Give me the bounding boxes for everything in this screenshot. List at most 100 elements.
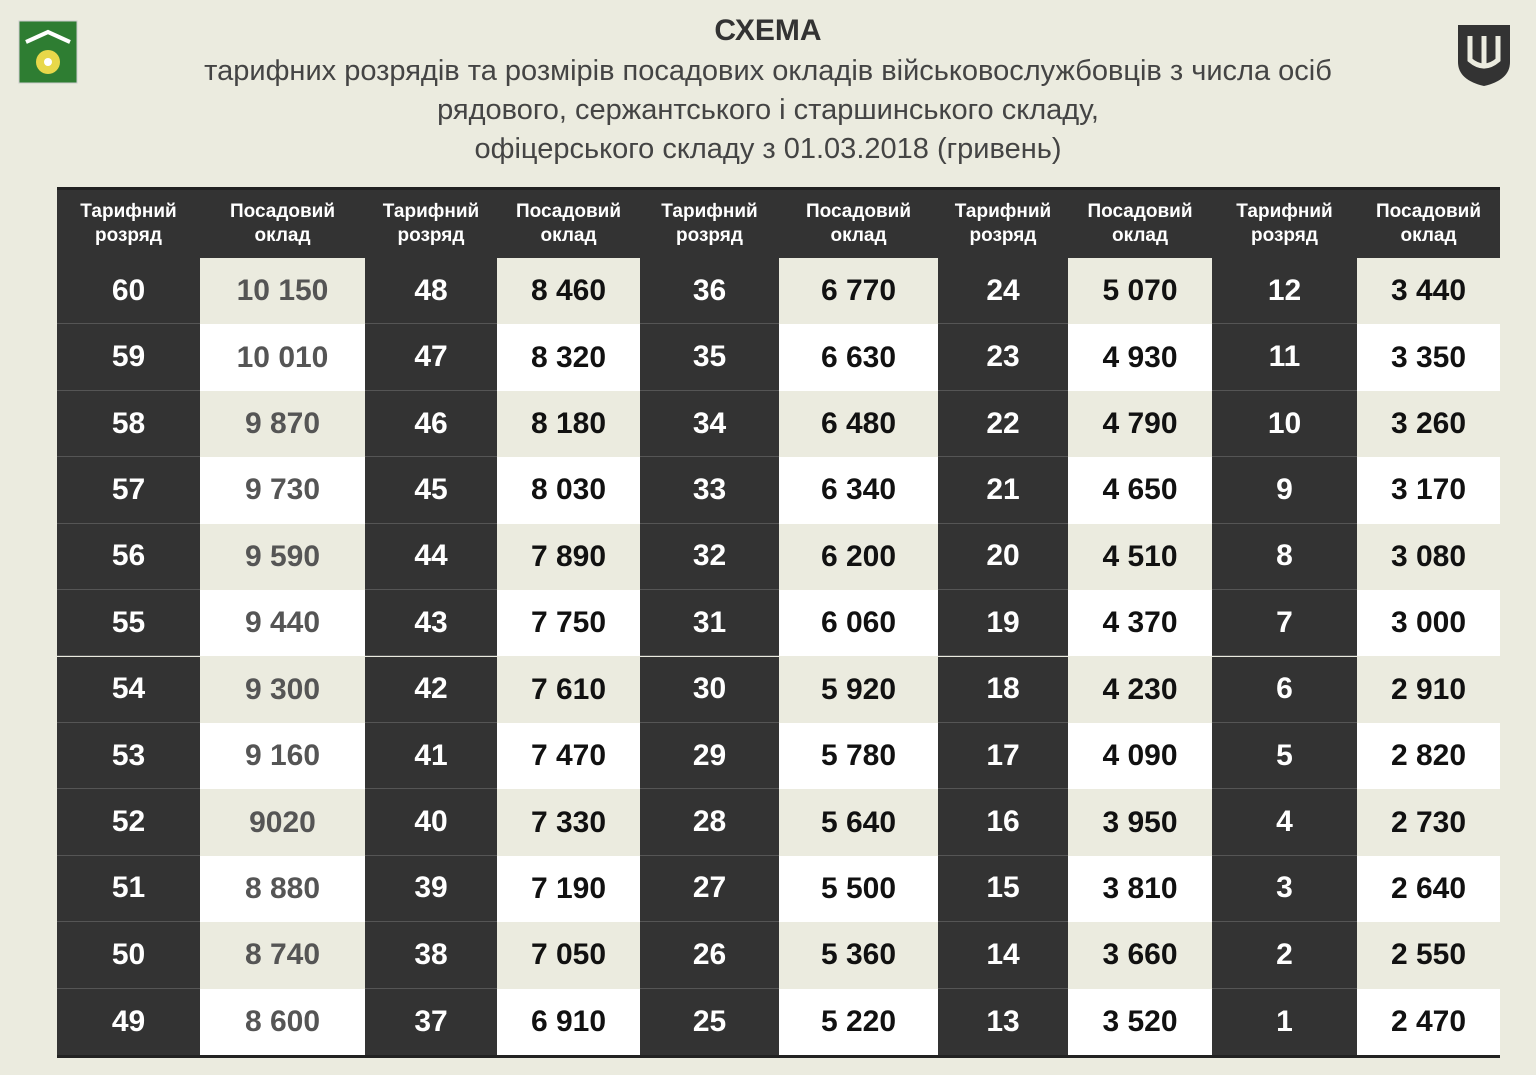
- rank-cell: 44: [365, 523, 497, 591]
- salary-cell: 7 190: [497, 855, 640, 923]
- salary-cell: 2 820: [1357, 722, 1500, 790]
- rank-cell: 50: [57, 922, 200, 989]
- salary-cell: 7 750: [497, 590, 640, 657]
- salary-cell: 6 770: [779, 258, 938, 325]
- salary-cell: 10 010: [200, 324, 365, 391]
- salary-cell: 9020: [200, 789, 365, 856]
- salary-cell: 2 640: [1357, 855, 1500, 923]
- rank-cell: 28: [640, 789, 779, 856]
- rank-cell: 10: [1212, 390, 1357, 458]
- rank-cell: 40: [365, 789, 497, 856]
- salary-cell: 3 440: [1357, 258, 1500, 325]
- salary-cell: 9 730: [200, 457, 365, 524]
- rank-cell: 23: [938, 324, 1068, 391]
- table-border: [57, 1054, 1500, 1058]
- rank-cell: 2: [1212, 922, 1357, 989]
- salary-cell: 9 440: [200, 590, 365, 657]
- column-header: Посадовий оклад: [497, 190, 640, 258]
- rank-cell: 47: [365, 324, 497, 391]
- rank-cell: 39: [365, 855, 497, 923]
- salary-cell: 6 200: [779, 523, 938, 591]
- rank-cell: 54: [57, 656, 200, 723]
- column-header: Посадовий оклад: [1357, 190, 1500, 258]
- rank-cell: 14: [938, 922, 1068, 989]
- salary-cell: 9 590: [200, 523, 365, 591]
- rank-cell: 8: [1212, 523, 1357, 591]
- salary-cell: 2 550: [1357, 922, 1500, 989]
- salary-cell: 4 370: [1068, 590, 1212, 657]
- salary-cell: 4 090: [1068, 722, 1212, 790]
- rank-cell: 26: [640, 922, 779, 989]
- salary-cell: 7 470: [497, 722, 640, 790]
- salary-cell: 5 360: [779, 922, 938, 989]
- rank-cell: 24: [938, 258, 1068, 325]
- rank-cell: 53: [57, 722, 200, 790]
- salary-cell: 8 740: [200, 922, 365, 989]
- rank-cell: 34: [640, 390, 779, 458]
- salary-cell: 8 320: [497, 324, 640, 391]
- rank-cell: 56: [57, 523, 200, 591]
- rank-cell: 12: [1212, 258, 1357, 325]
- salary-cell: 3 350: [1357, 324, 1500, 391]
- salary-cell: 6 910: [497, 988, 640, 1055]
- rank-cell: 18: [938, 656, 1068, 723]
- salary-cell: 5 920: [779, 656, 938, 723]
- salary-cell: 4 230: [1068, 656, 1212, 723]
- column-header: Тарифний розряд: [640, 190, 779, 258]
- salary-cell: 7 610: [497, 656, 640, 723]
- salary-cell: 8 600: [200, 988, 365, 1055]
- rank-cell: 15: [938, 855, 1068, 923]
- salary-cell: 3 000: [1357, 590, 1500, 657]
- salary-cell: 2 910: [1357, 656, 1500, 723]
- rank-cell: 45: [365, 457, 497, 524]
- rank-cell: 19: [938, 590, 1068, 657]
- salary-cell: 6 340: [779, 457, 938, 524]
- rank-cell: 38: [365, 922, 497, 989]
- rank-cell: 17: [938, 722, 1068, 790]
- title: СХЕМА: [714, 14, 822, 47]
- column-header: Посадовий оклад: [1068, 190, 1212, 258]
- rank-cell: 48: [365, 258, 497, 325]
- rank-cell: 42: [365, 656, 497, 723]
- table-border: [57, 187, 1500, 191]
- salary-cell: 7 330: [497, 789, 640, 856]
- salary-cell: 7 890: [497, 523, 640, 591]
- column-header: Посадовий оклад: [779, 190, 938, 258]
- salary-cell: 6 480: [779, 390, 938, 458]
- rank-cell: 37: [365, 988, 497, 1055]
- rank-cell: 29: [640, 722, 779, 790]
- salary-cell: 3 660: [1068, 922, 1212, 989]
- column-header: Тарифний розряд: [1212, 190, 1357, 258]
- rank-cell: 30: [640, 656, 779, 723]
- salary-cell: 3 810: [1068, 855, 1212, 923]
- rank-cell: 46: [365, 390, 497, 458]
- salary-cell: 4 790: [1068, 390, 1212, 458]
- rank-cell: 5: [1212, 722, 1357, 790]
- salary-cell: 8 180: [497, 390, 640, 458]
- rank-cell: 16: [938, 789, 1068, 856]
- column-header: Тарифний розряд: [938, 190, 1068, 258]
- salary-cell: 3 950: [1068, 789, 1212, 856]
- salary-cell: 8 880: [200, 855, 365, 923]
- salary-cell: 3 260: [1357, 390, 1500, 458]
- salary-cell: 4 510: [1068, 523, 1212, 591]
- salary-cell: 2 470: [1357, 988, 1500, 1055]
- rank-cell: 59: [57, 324, 200, 391]
- salary-cell: 9 160: [200, 722, 365, 790]
- rank-cell: 3: [1212, 855, 1357, 923]
- salary-cell: 3 170: [1357, 457, 1500, 524]
- salary-cell: 8 030: [497, 457, 640, 524]
- salary-cell: 3 520: [1068, 988, 1212, 1055]
- rank-cell: 33: [640, 457, 779, 524]
- salary-cell: 4 930: [1068, 324, 1212, 391]
- rank-cell: 20: [938, 523, 1068, 591]
- salary-cell: 5 780: [779, 722, 938, 790]
- rank-cell: 41: [365, 722, 497, 790]
- rank-cell: 57: [57, 457, 200, 524]
- rank-cell: 21: [938, 457, 1068, 524]
- subtitle: тарифних розрядів та розмірів посадових …: [204, 55, 1332, 87]
- salary-cell: 5 500: [779, 855, 938, 923]
- rank-cell: 35: [640, 324, 779, 391]
- rank-cell: 11: [1212, 324, 1357, 391]
- rank-cell: 36: [640, 258, 779, 325]
